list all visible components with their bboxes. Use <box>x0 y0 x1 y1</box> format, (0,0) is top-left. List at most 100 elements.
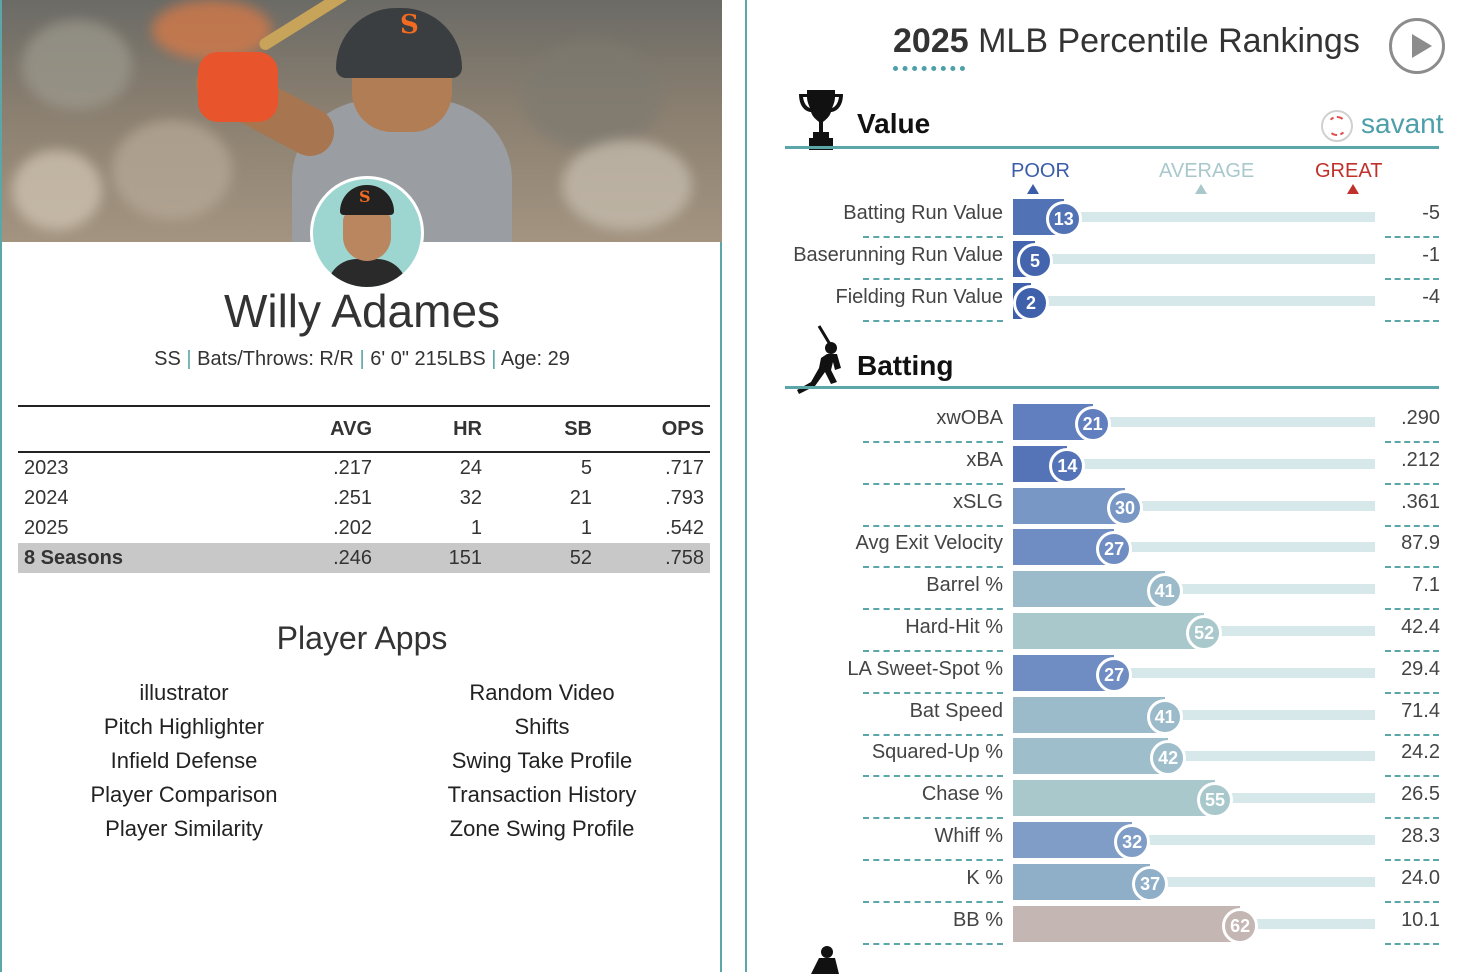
metric-value: .361 <box>1401 490 1440 513</box>
scale-great-text: GREAT <box>1315 160 1383 182</box>
percentile-row[interactable]: Barrel % 41 7.1 <box>747 568 1468 611</box>
scale-label-poor: POOR <box>1011 160 1070 194</box>
player-apps-list-right: Random Video Shifts Swing Take Profile T… <box>362 676 722 846</box>
metric-value: 87.9 <box>1401 532 1440 555</box>
row-divider <box>1385 482 1439 485</box>
row-divider <box>863 733 1003 736</box>
percentile-row[interactable]: Chase % 55 26.5 <box>747 777 1468 820</box>
percentile-rankings-title: 2025 MLB Percentile Rankings <box>893 22 1360 61</box>
row-divider <box>863 236 1003 238</box>
section-title-batting: Batting <box>857 350 954 381</box>
percentile-bar <box>1013 905 1241 942</box>
player-card: S S Willy Adames SS | Bats/Throws: R/R |… <box>0 0 722 972</box>
app-link-zone-swing-profile[interactable]: Zone Swing Profile <box>449 816 635 841</box>
app-link-illustrator[interactable]: illustrator <box>139 680 229 705</box>
percentile-track <box>1015 253 1375 264</box>
row-divider <box>1385 691 1439 694</box>
section-divider <box>785 146 1439 149</box>
app-link-transaction-history[interactable]: Transaction History <box>447 782 637 807</box>
row-divider <box>863 441 1003 443</box>
row-divider <box>1385 319 1439 322</box>
app-link-player-similarity[interactable]: Player Similarity <box>105 816 263 841</box>
percentile-badge: 41 <box>1146 573 1183 610</box>
ops-cell: .758 <box>598 543 710 573</box>
scale-great-arrow <box>1347 184 1359 194</box>
app-link-swing-take-profile[interactable]: Swing Take Profile <box>451 748 633 773</box>
row-divider <box>863 942 1003 945</box>
table-row: 2023 .217 24 5 .717 <box>18 452 710 483</box>
metric-label: Avg Exit Velocity <box>855 532 1003 555</box>
percentile-bar <box>1013 613 1205 649</box>
percentile-row[interactable]: Batting Run Value 13 -5 <box>747 196 1468 238</box>
metric-value: 24.0 <box>1401 866 1440 889</box>
percentile-badge: 2 <box>1013 284 1049 321</box>
play-icon <box>1412 34 1432 58</box>
percentile-badge: 21 <box>1074 406 1111 442</box>
season-stats-table: AVG HR SB OPS 2023 .217 24 5 .717 2024 .… <box>18 405 710 573</box>
metric-value: 7.1 <box>1412 574 1440 597</box>
metric-label: xBA <box>966 448 1003 471</box>
metric-label: Baserunning Run Value <box>793 243 1003 266</box>
column-header-avg: AVG <box>158 405 378 453</box>
metric-label: Chase % <box>921 783 1003 806</box>
percentile-row[interactable]: xSLG 30 .361 <box>747 485 1468 527</box>
percentile-row[interactable]: BB % 62 10.1 <box>747 903 1468 945</box>
percentile-badge: 14 <box>1049 447 1086 484</box>
percentile-row[interactable]: Fielding Run Value 2 -4 <box>747 280 1468 322</box>
scale-label-average: AVERAGE <box>1159 160 1254 194</box>
percentile-row[interactable]: Hard-Hit % 52 42.4 <box>747 610 1468 652</box>
percentile-row[interactable]: Bat Speed 41 71.4 <box>747 694 1468 736</box>
title-year: 2025 <box>893 22 969 60</box>
metric-label: Batting Run Value <box>843 202 1003 224</box>
percentile-row[interactable]: LA Sweet-Spot % 27 29.4 <box>747 652 1468 694</box>
season-cell: 8 Seasons <box>18 543 158 573</box>
app-link-pitch-highlighter[interactable]: Pitch Highlighter <box>103 714 265 739</box>
percentile-rankings-panel: 2025 MLB Percentile Rankings Value savan… <box>745 0 1468 974</box>
row-divider <box>1385 566 1439 569</box>
percentile-track <box>1015 212 1375 222</box>
play-button[interactable] <box>1389 18 1445 74</box>
row-divider <box>1385 775 1439 778</box>
row-divider <box>1385 942 1439 945</box>
row-divider <box>863 650 1003 652</box>
player-age: Age: 29 <box>500 348 570 370</box>
percentile-badge: 30 <box>1107 489 1143 526</box>
percentile-track <box>1015 667 1375 678</box>
hr-cell: 151 <box>378 543 488 573</box>
percentile-bar <box>1013 738 1169 775</box>
percentile-row[interactable]: xwOBA 21 .290 <box>747 401 1468 443</box>
percentile-track <box>1015 876 1375 887</box>
column-header-sb: SB <box>488 405 598 453</box>
percentile-bar <box>1013 780 1215 817</box>
percentile-row[interactable]: Squared-Up % 42 24.2 <box>747 735 1468 778</box>
app-link-shifts[interactable]: Shifts <box>514 714 570 739</box>
metric-label: Barrel % <box>926 574 1003 597</box>
row-divider <box>1385 236 1439 238</box>
percentile-badge: 52 <box>1186 615 1223 651</box>
percentile-row[interactable]: Avg Exit Velocity 27 87.9 <box>747 526 1468 569</box>
row-divider <box>863 482 1003 485</box>
baseball-icon <box>1321 110 1353 142</box>
app-link-player-comparison[interactable]: Player Comparison <box>90 782 278 807</box>
metric-value: -1 <box>1422 243 1440 266</box>
season-cell: 2025 <box>24 516 69 539</box>
percentile-row[interactable]: K % 37 24.0 <box>747 861 1468 903</box>
scale-poor-text: POOR <box>1011 160 1070 182</box>
metric-value: 10.1 <box>1401 908 1440 931</box>
percentile-row[interactable]: Baserunning Run Value 5 -1 <box>747 238 1468 280</box>
percentile-badge: 41 <box>1146 698 1183 735</box>
percentile-row[interactable]: xBA 14 .212 <box>747 443 1468 485</box>
percentile-row[interactable]: Whiff % 32 28.3 <box>747 819 1468 861</box>
row-divider <box>1385 277 1439 280</box>
row-divider <box>863 775 1003 778</box>
sb-cell: 52 <box>488 543 598 573</box>
percentile-track <box>1015 835 1375 845</box>
row-divider <box>1385 733 1439 736</box>
percentile-bar <box>1013 863 1151 900</box>
metric-label: K % <box>966 866 1003 889</box>
metric-value: 42.4 <box>1401 616 1440 638</box>
percentile-badge: 42 <box>1150 740 1187 777</box>
metric-value: 28.3 <box>1401 825 1440 847</box>
app-link-infield-defense[interactable]: Infield Defense <box>110 748 258 773</box>
app-link-random-video[interactable]: Random Video <box>469 680 615 705</box>
